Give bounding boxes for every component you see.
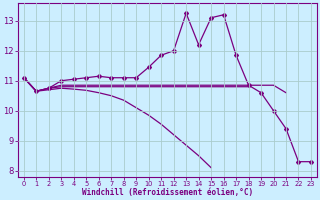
X-axis label: Windchill (Refroidissement éolien,°C): Windchill (Refroidissement éolien,°C) — [82, 188, 253, 197]
